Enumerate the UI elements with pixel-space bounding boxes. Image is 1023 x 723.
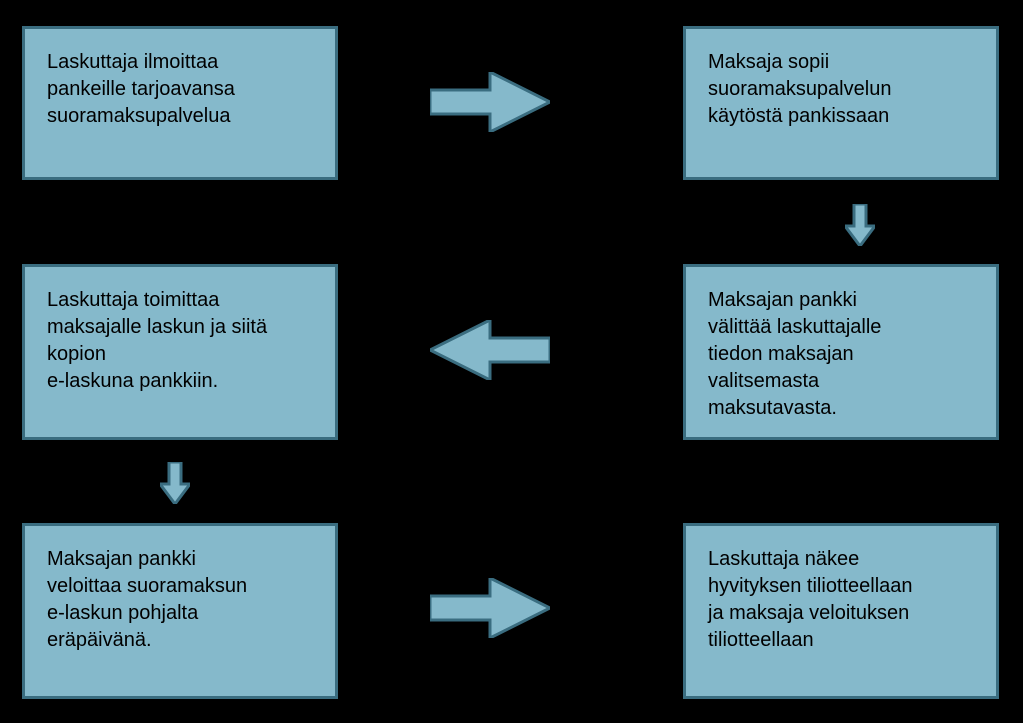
flow-box-5-text: Maksajan pankki veloittaa suoramaksun e-… <box>47 546 247 654</box>
flow-box-6: Laskuttaja näkee hyvityksen tiliotteella… <box>683 523 999 699</box>
flow-box-4: Laskuttaja toimittaa maksajalle laskun j… <box>22 264 338 440</box>
arrow-down-icon <box>845 204 875 246</box>
flow-box-3: Maksajan pankki välittää laskuttajalle t… <box>683 264 999 440</box>
flow-box-1: Laskuttaja ilmoittaa pankeille tarjoavan… <box>22 26 338 180</box>
arrow-left-icon <box>430 320 550 380</box>
flow-box-5: Maksajan pankki veloittaa suoramaksun e-… <box>22 523 338 699</box>
arrow-right-icon <box>430 578 550 638</box>
flow-box-3-text: Maksajan pankki välittää laskuttajalle t… <box>708 287 881 422</box>
arrow-right-icon <box>430 72 550 132</box>
flow-box-2-text: Maksaja sopii suoramaksupalvelun käytöst… <box>708 49 891 130</box>
flow-box-1-text: Laskuttaja ilmoittaa pankeille tarjoavan… <box>47 49 235 130</box>
flow-box-2: Maksaja sopii suoramaksupalvelun käytöst… <box>683 26 999 180</box>
flow-box-4-text: Laskuttaja toimittaa maksajalle laskun j… <box>47 287 267 395</box>
flow-box-6-text: Laskuttaja näkee hyvityksen tiliotteella… <box>708 546 913 654</box>
arrow-down-icon <box>160 462 190 504</box>
